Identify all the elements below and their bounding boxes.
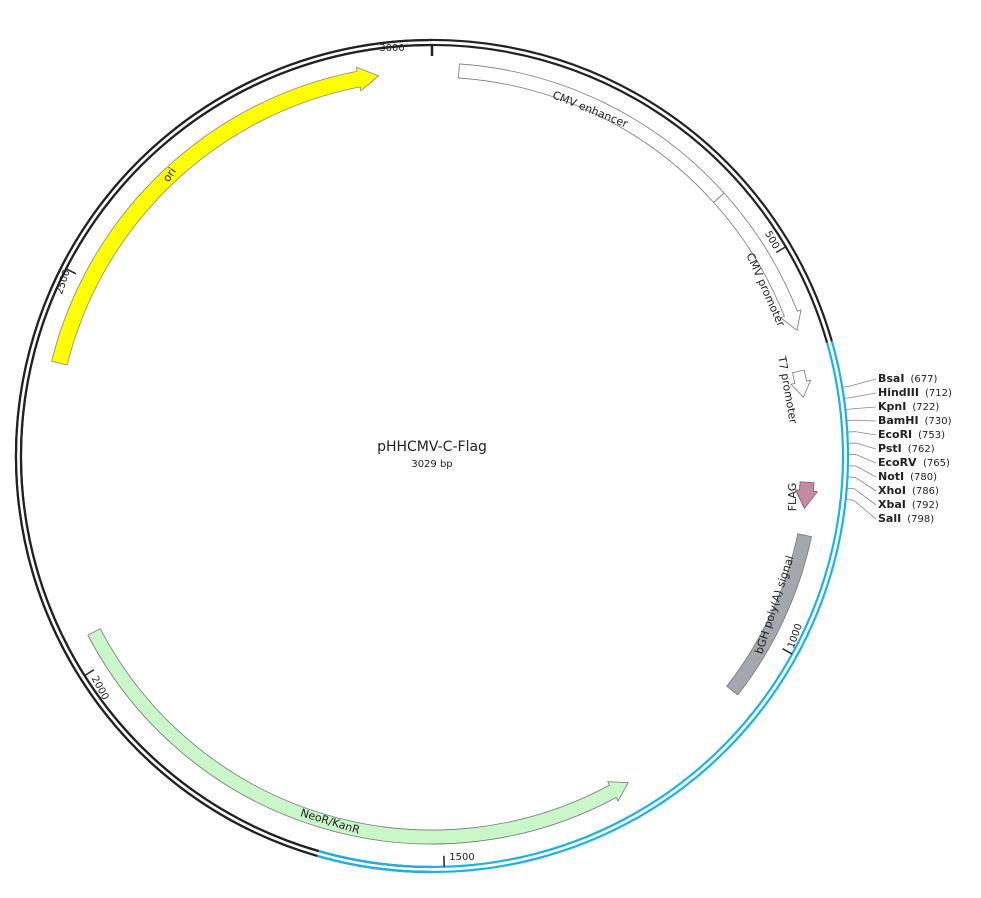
site-leader (847, 431, 877, 436)
site-name: XhoI (878, 484, 906, 497)
feature-label: NeoR/KanR (299, 806, 362, 837)
site-leader (845, 406, 877, 411)
site-leader (846, 419, 877, 422)
site-position: (722) (912, 402, 939, 413)
site-position: (780) (910, 472, 937, 483)
feature-arrow (794, 481, 819, 510)
feature-arrow (51, 66, 380, 366)
tick-mark (782, 648, 793, 655)
tick-label: 1500 (449, 852, 474, 863)
site-leader (843, 392, 877, 399)
site-name: HindIII (878, 386, 919, 399)
backbone-arc (317, 341, 850, 874)
site-position: (677) (910, 374, 937, 385)
feature-arrow (713, 192, 802, 332)
feature-arrow (458, 63, 725, 203)
site-leader (846, 487, 877, 506)
feature-arrow (726, 533, 812, 696)
site-name: XbaI (878, 498, 906, 511)
site-name: SalI (878, 512, 901, 525)
site-position: (753) (918, 430, 945, 441)
backbone-arc (19, 43, 829, 869)
site-name: PstI (878, 442, 902, 455)
site-position: (712) (925, 388, 952, 399)
feature-label: FLAG (786, 483, 799, 512)
tick-label: 3000 (379, 43, 404, 54)
site-position: (765) (923, 458, 950, 469)
site-leader (845, 499, 877, 520)
site-name: BsaI (878, 372, 904, 385)
site-name: EcoRV (878, 456, 917, 469)
tick-mark (65, 268, 77, 275)
site-name: NotI (878, 470, 904, 483)
site-leader (847, 442, 877, 450)
plasmid-name: pHHCMV-C-Flag (377, 439, 487, 455)
site-leader (842, 378, 877, 388)
site-name: KpnI (878, 400, 906, 413)
tick-mark (775, 246, 787, 254)
site-leader (847, 454, 877, 464)
site-name: BamHI (878, 414, 919, 427)
backbone-arc (14, 38, 833, 874)
site-leader (847, 465, 877, 478)
backbone-arc (318, 342, 845, 869)
site-position: (792) (912, 500, 939, 511)
feature-arrow (790, 369, 812, 398)
plasmid-length: 3029 bp (411, 459, 452, 470)
tick-mark (84, 669, 95, 677)
tick-label: 2500 (54, 268, 72, 296)
backbone-arc (19, 43, 433, 853)
site-position: (762) (908, 444, 935, 455)
site-leader (847, 476, 877, 492)
site-name: EcoRI (878, 428, 912, 441)
feature-arrow (87, 628, 629, 845)
site-position: (730) (925, 416, 952, 427)
backbone-arc (14, 38, 433, 857)
site-position: (798) (907, 514, 934, 525)
site-position: (786) (912, 486, 939, 497)
